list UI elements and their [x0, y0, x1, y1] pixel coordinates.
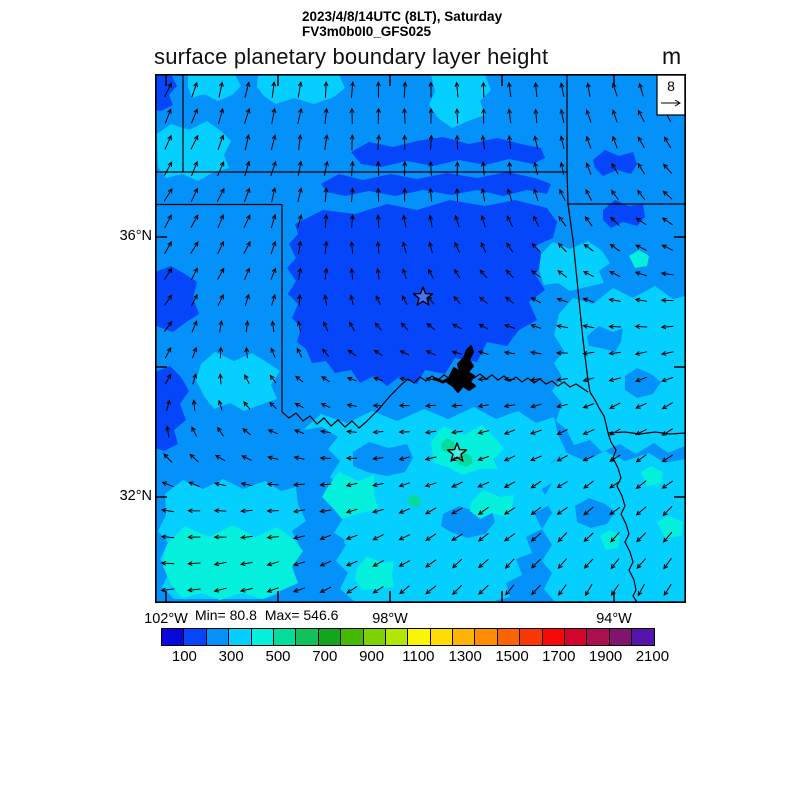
colorbar-label: 500: [265, 648, 291, 665]
colorbar-label: 300: [218, 648, 244, 665]
colorbar-cell: [384, 628, 409, 646]
colorbar-label: 1500: [495, 648, 529, 665]
colorbar-cell: [474, 628, 498, 646]
unit-label: m: [662, 43, 682, 69]
colorbar-cell: [317, 628, 342, 646]
colorbar-cell: [519, 628, 543, 646]
city-star-marker: [446, 442, 468, 462]
colorbar-cell: [586, 628, 610, 646]
colorbar-cell: [250, 628, 274, 646]
wind-reference-box: 8: [656, 74, 686, 116]
pbl-filled-contours: [155, 75, 685, 601]
lon-label: 102°W: [144, 611, 188, 627]
header-model-name: FV3m0b0I0_GFS025: [302, 24, 432, 39]
colorbar-label: 1300: [448, 648, 482, 665]
colorbar-label: 1900: [588, 648, 623, 665]
colorbar-cell: [631, 628, 655, 646]
colorbar: [161, 628, 655, 646]
colorbar-cell: [496, 628, 521, 646]
wind-reference-value: 8: [667, 78, 675, 94]
colorbar-cell: [541, 628, 566, 646]
red-river-border: [281, 372, 589, 429]
colorbar-cell: [183, 628, 207, 646]
colorbar-cell: [205, 628, 230, 646]
lat-label: 32°N: [119, 488, 152, 504]
lat-label: 36°N: [119, 228, 152, 244]
colorbar-cell: [452, 628, 476, 646]
city-star-marker: [412, 286, 434, 306]
map-plot: 8: [155, 74, 686, 603]
colorbar-label: 2100: [635, 648, 670, 665]
colorbar-cell: [272, 628, 297, 646]
colorbar-label: 700: [312, 648, 338, 665]
colorbar-label: 900: [359, 648, 385, 665]
state-borders: [155, 74, 686, 603]
min-stat: Min= 80.8: [195, 607, 257, 623]
colorbar-cell: [161, 628, 185, 646]
colorbar-cell: [362, 628, 386, 646]
colorbar-cell: [407, 628, 431, 646]
colorbar-cell: [295, 628, 319, 646]
max-stat: Max= 546.6: [264, 607, 339, 623]
colorbar-label: 1100: [402, 648, 435, 665]
colorbar-cell: [564, 628, 588, 646]
header-datetime: 2023/4/8/14UTC (8LT), Saturday: [302, 9, 503, 24]
colorbar-label: 100: [171, 648, 197, 665]
min-max-stats: Min= 80.8 Max= 546.6: [195, 607, 346, 623]
map-frame: [155, 74, 686, 603]
colorbar-cell: [608, 628, 633, 646]
lon-label: 98°W: [372, 611, 408, 627]
lon-label: 94°W: [596, 611, 632, 627]
colorbar-label: 1700: [542, 648, 576, 665]
plot-title: surface planetary boundary layer height: [154, 44, 549, 69]
colorbar-cell: [228, 628, 252, 646]
wind-vectors: [160, 80, 674, 597]
colorbar-cell: [340, 628, 364, 646]
colorbar-cell: [429, 628, 454, 646]
lake-texoma-blob: [446, 345, 476, 393]
